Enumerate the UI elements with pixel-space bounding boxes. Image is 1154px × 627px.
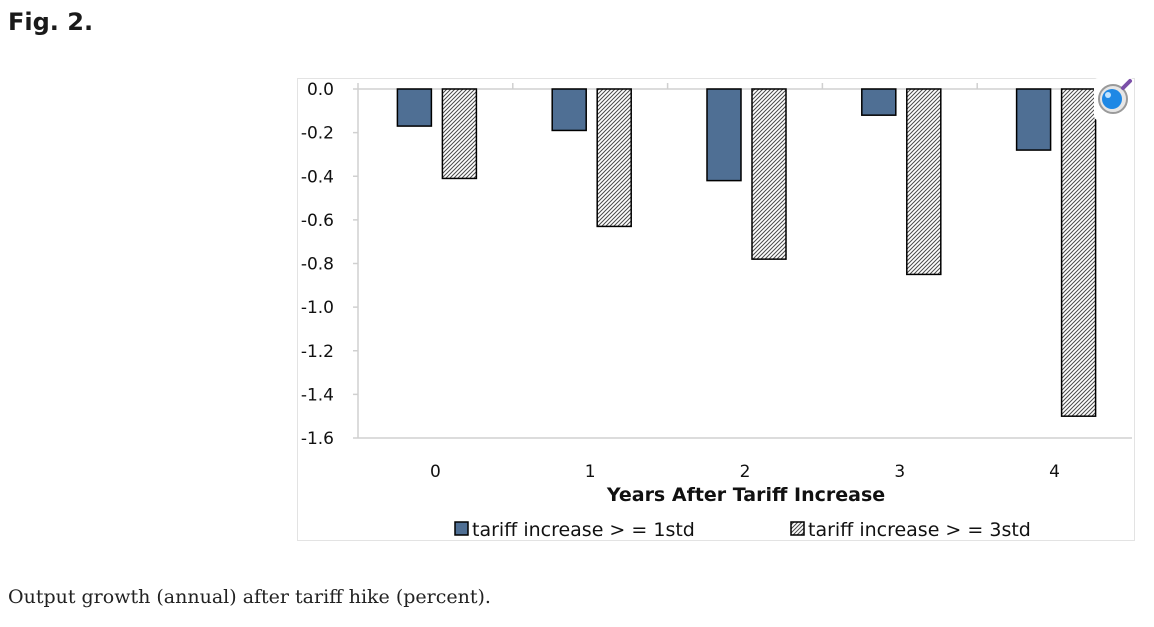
legend-swatch-3std xyxy=(790,521,805,536)
figure-caption: Output growth (annual) after tariff hike… xyxy=(8,586,491,608)
bar-1std-year-4 xyxy=(1015,88,1052,151)
bar-3std-year-1 xyxy=(596,88,632,228)
bar-3std-year-4 xyxy=(1060,88,1097,417)
y-tick-label: -1.2 xyxy=(301,342,334,362)
legend: tariff increase > = 1std tariff increase … xyxy=(454,519,1031,541)
y-tick-label: -0.2 xyxy=(301,124,334,144)
x-axis: 0 1 2 3 4 xyxy=(357,83,1133,482)
bar-3std-year-3 xyxy=(906,88,942,276)
x-tick-label: 4 xyxy=(1049,462,1060,482)
x-tick-label: 1 xyxy=(585,462,596,482)
bar-3std-year-2 xyxy=(751,88,787,260)
bar-1std-year-2 xyxy=(706,88,742,182)
magnifier-zoom-icon[interactable] xyxy=(1094,78,1134,120)
y-tick-label: -0.8 xyxy=(301,255,334,275)
y-tick-label: 0.0 xyxy=(307,80,334,100)
y-tick-label: -0.4 xyxy=(301,167,334,187)
bars xyxy=(396,88,1097,417)
y-tick-label: -1.6 xyxy=(301,429,334,449)
bar-1std-year-3 xyxy=(861,88,897,116)
legend-label-1std: tariff increase > = 1std xyxy=(472,519,695,541)
legend-label-3std: tariff increase > = 3std xyxy=(808,519,1031,541)
x-tick-label: 0 xyxy=(430,462,441,482)
bar-1std-year-0 xyxy=(396,88,433,127)
legend-swatch-1std xyxy=(454,521,469,536)
y-tick-label: -0.6 xyxy=(301,211,334,231)
y-axis: 0.0 -0.2 -0.4 -0.6 -0.8 -1.0 -1.2 -1.4 -1.6 xyxy=(301,80,1132,449)
x-tick-label: 3 xyxy=(894,462,905,482)
y-tick-label: -1.0 xyxy=(301,298,334,318)
bar-1std-year-1 xyxy=(551,88,587,132)
y-tick-label: -1.4 xyxy=(301,385,334,405)
x-axis-title: Years After Tariff Increase xyxy=(606,484,885,506)
figure-label: Fig. 2. xyxy=(8,8,94,36)
x-tick-label: 2 xyxy=(740,462,751,482)
bar-3std-year-0 xyxy=(441,88,478,180)
